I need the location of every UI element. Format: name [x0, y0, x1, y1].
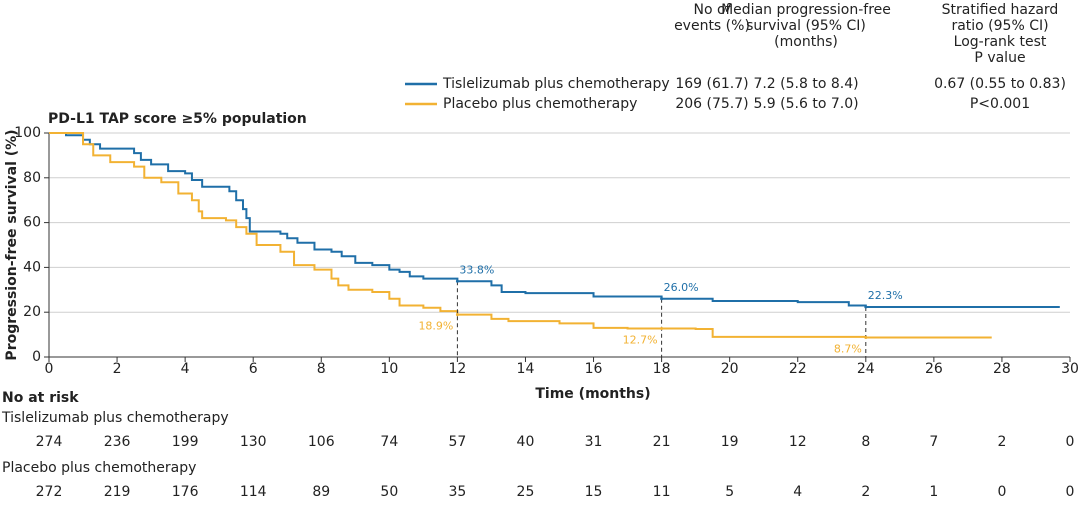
at-risk-count: 12	[789, 434, 807, 450]
table-cell: P<0.001	[970, 96, 1030, 112]
at-risk-count: 2	[861, 484, 870, 500]
column-header: ratio (95% CI)	[951, 18, 1048, 34]
landmark-label: 8.7%	[834, 343, 862, 356]
landmark-label: 22.3%	[868, 289, 903, 302]
y-tick-label: 20	[23, 304, 41, 320]
column-header: P value	[974, 50, 1025, 66]
x-tick-label: 14	[517, 361, 535, 377]
survival-curve	[49, 132, 1060, 309]
at-risk-count: 272	[36, 484, 63, 500]
survival-curve	[49, 132, 992, 339]
x-tick-label: 8	[317, 361, 326, 377]
x-tick-label: 6	[249, 361, 258, 377]
x-axis-title: Time (months)	[535, 386, 650, 402]
x-tick-label: 18	[653, 361, 671, 377]
at-risk-count: 89	[312, 484, 330, 500]
legend-label: Tislelizumab plus chemotherapy	[442, 76, 670, 92]
x-tick-label: 4	[181, 361, 190, 377]
column-header: events (%)	[674, 18, 750, 34]
column-header: No of	[694, 2, 732, 18]
landmark-point	[660, 297, 664, 301]
at-risk-count: 40	[517, 434, 535, 450]
x-tick-label: 0	[45, 361, 54, 377]
at-risk-count: 8	[861, 434, 870, 450]
at-risk-count: 1	[929, 484, 938, 500]
x-tick-label: 30	[1061, 361, 1079, 377]
at-risk-count: 0	[1066, 434, 1075, 450]
legend-label: Placebo plus chemotherapy	[443, 96, 637, 112]
column-header: Median progression-free	[721, 2, 891, 18]
at-risk-group: Placebo plus chemotherapy	[2, 460, 196, 476]
y-axis-title: Progression-free survival (%)	[4, 129, 20, 360]
x-tick-label: 22	[789, 361, 807, 377]
column-header: (months)	[774, 34, 838, 50]
at-risk-count: 4	[793, 484, 802, 500]
at-risk-count: 0	[1066, 484, 1075, 500]
landmark-point	[864, 305, 868, 309]
y-tick-label: 0	[32, 349, 41, 365]
at-risk-count: 11	[653, 484, 671, 500]
column-header: Log-rank test	[954, 34, 1047, 50]
y-tick-label: 80	[23, 170, 41, 186]
at-risk-count: 176	[172, 484, 199, 500]
at-risk-count: 21	[653, 434, 671, 450]
at-risk-count: 15	[585, 484, 603, 500]
at-risk-count: 236	[104, 434, 131, 450]
at-risk-title: No at risk	[2, 390, 79, 406]
landmark-point	[455, 313, 459, 317]
at-risk-count: 25	[517, 484, 535, 500]
landmark-label: 33.8%	[459, 263, 494, 276]
at-risk-count: 114	[240, 484, 267, 500]
x-tick-label: 16	[585, 361, 603, 377]
x-tick-label: 24	[857, 361, 875, 377]
x-tick-label: 12	[448, 361, 466, 377]
table-cell: 169 (61.7)	[675, 76, 748, 92]
at-risk-count: 35	[448, 484, 466, 500]
y-tick-label: 100	[14, 125, 41, 141]
column-header: survival (95% CI)	[746, 18, 866, 34]
at-risk-count: 74	[380, 434, 398, 450]
at-risk-count: 31	[585, 434, 603, 450]
at-risk-count: 2	[997, 434, 1006, 450]
landmark-point	[455, 279, 459, 283]
x-tick-label: 28	[993, 361, 1011, 377]
at-risk-count: 199	[172, 434, 199, 450]
y-tick-label: 60	[23, 215, 41, 231]
at-risk-count: 50	[380, 484, 398, 500]
at-risk-count: 274	[36, 434, 63, 450]
landmark-point	[660, 327, 664, 331]
x-tick-label: 26	[925, 361, 943, 377]
landmark-label: 18.9%	[418, 320, 453, 333]
at-risk-count: 106	[308, 434, 335, 450]
table-cell: 0.67 (0.55 to 0.83)	[934, 76, 1066, 92]
at-risk-count: 219	[104, 484, 131, 500]
x-tick-label: 20	[721, 361, 739, 377]
at-risk-count: 57	[448, 434, 466, 450]
landmark-label: 26.0%	[664, 281, 699, 294]
column-header: Stratified hazard	[942, 2, 1059, 18]
x-tick-label: 10	[380, 361, 398, 377]
at-risk-count: 7	[929, 434, 938, 450]
table-cell: 7.2 (5.8 to 8.4)	[753, 76, 858, 92]
at-risk-count: 5	[725, 484, 734, 500]
x-tick-label: 2	[113, 361, 122, 377]
at-risk-count: 19	[721, 434, 739, 450]
table-cell: 206 (75.7)	[675, 96, 748, 112]
at-risk-count: 0	[997, 484, 1006, 500]
panel-title: PD-L1 TAP score ≥5% population	[48, 111, 307, 127]
at-risk-count: 130	[240, 434, 267, 450]
y-tick-label: 40	[23, 259, 41, 275]
table-cell: 5.9 (5.6 to 7.0)	[753, 96, 858, 112]
landmark-label: 12.7%	[623, 334, 658, 347]
landmark-point	[864, 336, 868, 340]
at-risk-group: Tislelizumab plus chemotherapy	[1, 410, 229, 426]
